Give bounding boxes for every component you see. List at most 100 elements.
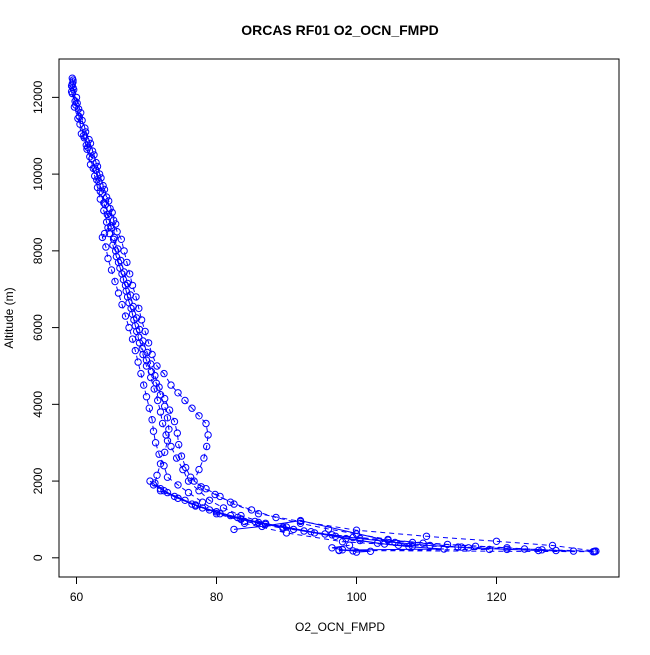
data-point: [142, 362, 151, 370]
data-point: [391, 538, 399, 547]
data-point: [160, 462, 168, 470]
data-point: [464, 544, 473, 552]
data-point: [352, 548, 361, 556]
data-point: [175, 440, 183, 449]
data-point: [107, 222, 115, 230]
data-point: [69, 84, 77, 92]
data-point: [195, 487, 203, 495]
data-point: [184, 477, 193, 485]
data-point: [492, 537, 501, 545]
series-group: [67, 74, 599, 555]
x-axis-label: O2_OCN_FMPD: [295, 620, 385, 634]
data-point: [120, 268, 128, 276]
data-point: [503, 545, 511, 554]
data-point: [158, 419, 167, 428]
data-point: [202, 419, 210, 428]
data-point: [258, 522, 266, 531]
y-tick-label: 8000: [31, 237, 45, 264]
data-point: [104, 254, 112, 263]
data-point: [165, 425, 173, 433]
data-point: [590, 548, 599, 556]
data-point: [174, 481, 182, 489]
data-point: [204, 431, 212, 439]
y-tick-label: 2000: [31, 467, 45, 494]
data-point: [282, 523, 291, 531]
y-tick-label: 0: [31, 554, 45, 561]
data-point: [440, 545, 448, 553]
data-point: [100, 199, 108, 207]
data-point: [161, 448, 169, 456]
data-point: [160, 369, 168, 378]
data-point: [230, 500, 238, 508]
data-point: [182, 463, 190, 472]
data-point: [181, 496, 189, 504]
data-point: [77, 109, 85, 117]
data-point: [117, 235, 126, 244]
data-point: [282, 529, 291, 537]
data-point: [172, 454, 181, 462]
data-point: [195, 412, 203, 420]
series-group: [69, 84, 597, 556]
data-point: [109, 241, 117, 249]
data-point: [89, 164, 98, 173]
data-point: [443, 540, 452, 549]
data-point: [107, 266, 116, 274]
data-point: [272, 513, 280, 522]
data-point: [548, 541, 557, 550]
series-line: [71, 83, 595, 552]
y-axis: 0 2000 4000 6000 8000 10000 12000: [31, 80, 59, 561]
data-point: [419, 539, 427, 547]
data-point: [105, 229, 114, 238]
data-point: [111, 277, 119, 286]
data-point: [569, 547, 578, 555]
x-axis: 60 80 100 120: [70, 577, 507, 604]
data-point: [331, 532, 340, 540]
data-point: [71, 97, 79, 105]
data-point: [226, 498, 235, 506]
data-point: [75, 112, 84, 121]
data-point: [191, 501, 200, 509]
y-axis-label: Altitude (m): [2, 287, 16, 348]
data-point: [174, 389, 182, 397]
data-point: [151, 371, 159, 380]
plot-frame: [58, 58, 620, 578]
data-point: [156, 391, 165, 399]
chart-title: ORCAS RF01 O2_OCN_FMPD: [241, 22, 439, 38]
series-line: [71, 78, 595, 552]
data-point: [149, 481, 158, 489]
data-point: [198, 498, 207, 506]
data-point: [170, 492, 179, 501]
data-point: [202, 485, 210, 493]
data-point: [145, 404, 154, 412]
data-point: [167, 442, 175, 451]
data-point: [82, 141, 91, 150]
data-point: [384, 535, 392, 544]
data-point: [155, 383, 163, 391]
data-point: [233, 513, 242, 522]
data-point: [324, 525, 333, 533]
data-point: [296, 516, 305, 525]
data-point: [69, 76, 77, 84]
data-point: [113, 228, 121, 236]
data-point: [142, 393, 151, 401]
data-point: [212, 508, 221, 516]
data-point: [161, 394, 169, 403]
series-group: [67, 87, 599, 556]
data-point: [197, 483, 205, 491]
data-point: [161, 402, 169, 410]
data-point: [188, 404, 196, 412]
data-point: [163, 414, 172, 422]
data-point: [328, 544, 336, 552]
data-point: [163, 437, 172, 445]
data-point: [205, 496, 214, 504]
data-point: [140, 381, 148, 389]
data-point: [100, 229, 109, 238]
data-point: [200, 454, 208, 462]
data-point: [356, 536, 364, 545]
data-point: [165, 406, 174, 414]
data-point: [147, 360, 155, 368]
data-point: [135, 325, 144, 334]
series-line: [72, 87, 594, 553]
